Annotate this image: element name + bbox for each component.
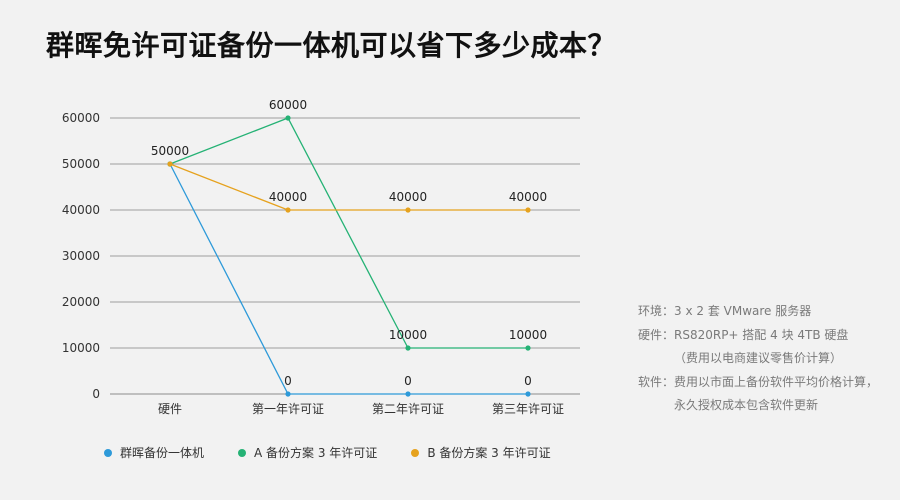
note-sw-label: 软件：: [638, 374, 675, 389]
data-point: [405, 391, 411, 397]
note-spacer: [638, 394, 674, 418]
legend-marker-plan-b: [411, 448, 420, 457]
x-tick-label: 第三年许可证: [492, 402, 564, 416]
legend-marker-synology: [104, 448, 112, 457]
note-software-detail: 永久授权成本包含软件更新: [638, 394, 878, 418]
y-tick-label: 40000: [62, 203, 100, 217]
data-label: 10000: [509, 328, 547, 342]
grid-layer: 0 10000 20000 30000 40000 50000 60000 硬件 第一年许可证 第…: [62, 111, 580, 416]
label-layer: 50000 60000 40000 40000 40000 10000 10000 0 0 0: [151, 98, 547, 388]
data-point: [525, 345, 531, 351]
note-spacer: [638, 347, 674, 371]
data-point: [405, 207, 411, 213]
data-point: [167, 161, 173, 167]
data-point: [285, 207, 291, 213]
notes-panel: 环境： 3 x 2 套 VMware 服务器 硬件： RS820RP+ 搭配 4…: [638, 300, 878, 418]
note-software: 软件： 费用以市面上备份软件平均价格计算，: [638, 371, 878, 395]
data-label: 60000: [269, 98, 307, 112]
legend-label-plan-b: B 备份方案 3 年许可证: [427, 446, 551, 460]
data-label: 50000: [151, 144, 189, 158]
note-hw-value: RS820RP+ 搭配 4 块 4TB 硬盘: [674, 327, 849, 342]
legend-item-synology: 群晖备份一体机: [104, 444, 204, 461]
data-label: 0: [404, 374, 412, 388]
note-hw-detail: （费用以电商建议零售价计算）: [674, 351, 843, 365]
note-hardware: 硬件： RS820RP+ 搭配 4 块 4TB 硬盘: [638, 324, 878, 348]
data-label: 10000: [389, 328, 427, 342]
x-tick-label: 硬件: [158, 402, 182, 416]
legend-label-plan-a: A 备份方案 3 年许可证: [254, 446, 378, 460]
note-env-value: 3 x 2 套 VMware 服务器: [674, 304, 812, 318]
x-tick-label: 第二年许可证: [372, 402, 444, 416]
y-tick-label: 30000: [62, 249, 100, 263]
data-label: 40000: [269, 190, 307, 204]
note-sw-detail: 永久授权成本包含软件更新: [674, 398, 819, 412]
chart-title: 群晖免许可证备份一体机可以省下多少成本？: [46, 29, 617, 62]
data-point: [525, 207, 531, 213]
legend-label-synology: 群晖备份一体机: [120, 446, 205, 460]
data-point: [285, 391, 291, 397]
y-tick-label: 20000: [62, 295, 100, 309]
series-line: [169, 117, 528, 349]
data-point: [285, 115, 291, 121]
legend-item-plan-b: B 备份方案 3 年许可证: [411, 444, 551, 461]
y-tick-label: 60000: [62, 111, 100, 125]
note-environment: 环境： 3 x 2 套 VMware 服务器: [638, 300, 878, 324]
series-line: [169, 163, 528, 211]
series-layer: [167, 115, 531, 397]
y-tick-label: 0: [92, 387, 100, 401]
legend: 群晖备份一体机 A 备份方案 3 年许可证 B 备份方案 3 年许可证: [104, 444, 551, 461]
note-hardware-detail: （费用以电商建议零售价计算）: [638, 347, 878, 371]
data-label: 40000: [389, 190, 427, 204]
legend-marker-plan-a: [238, 448, 247, 457]
y-tick-label: 50000: [62, 157, 100, 171]
note-hw-label: 硬件：: [638, 327, 675, 342]
x-tick-label: 第一年许可证: [252, 402, 324, 416]
y-tick-label: 10000: [62, 341, 100, 355]
data-point: [525, 391, 531, 397]
note-env-label: 环境：: [638, 304, 675, 318]
series-line: [169, 163, 528, 395]
legend-item-plan-a: A 备份方案 3 年许可证: [238, 444, 377, 461]
data-label: 0: [524, 374, 532, 388]
data-label: 0: [284, 374, 292, 388]
data-label: 40000: [509, 190, 547, 204]
note-sw-value: 费用以市面上备份软件平均价格计算，: [674, 374, 879, 389]
data-point: [405, 345, 411, 351]
